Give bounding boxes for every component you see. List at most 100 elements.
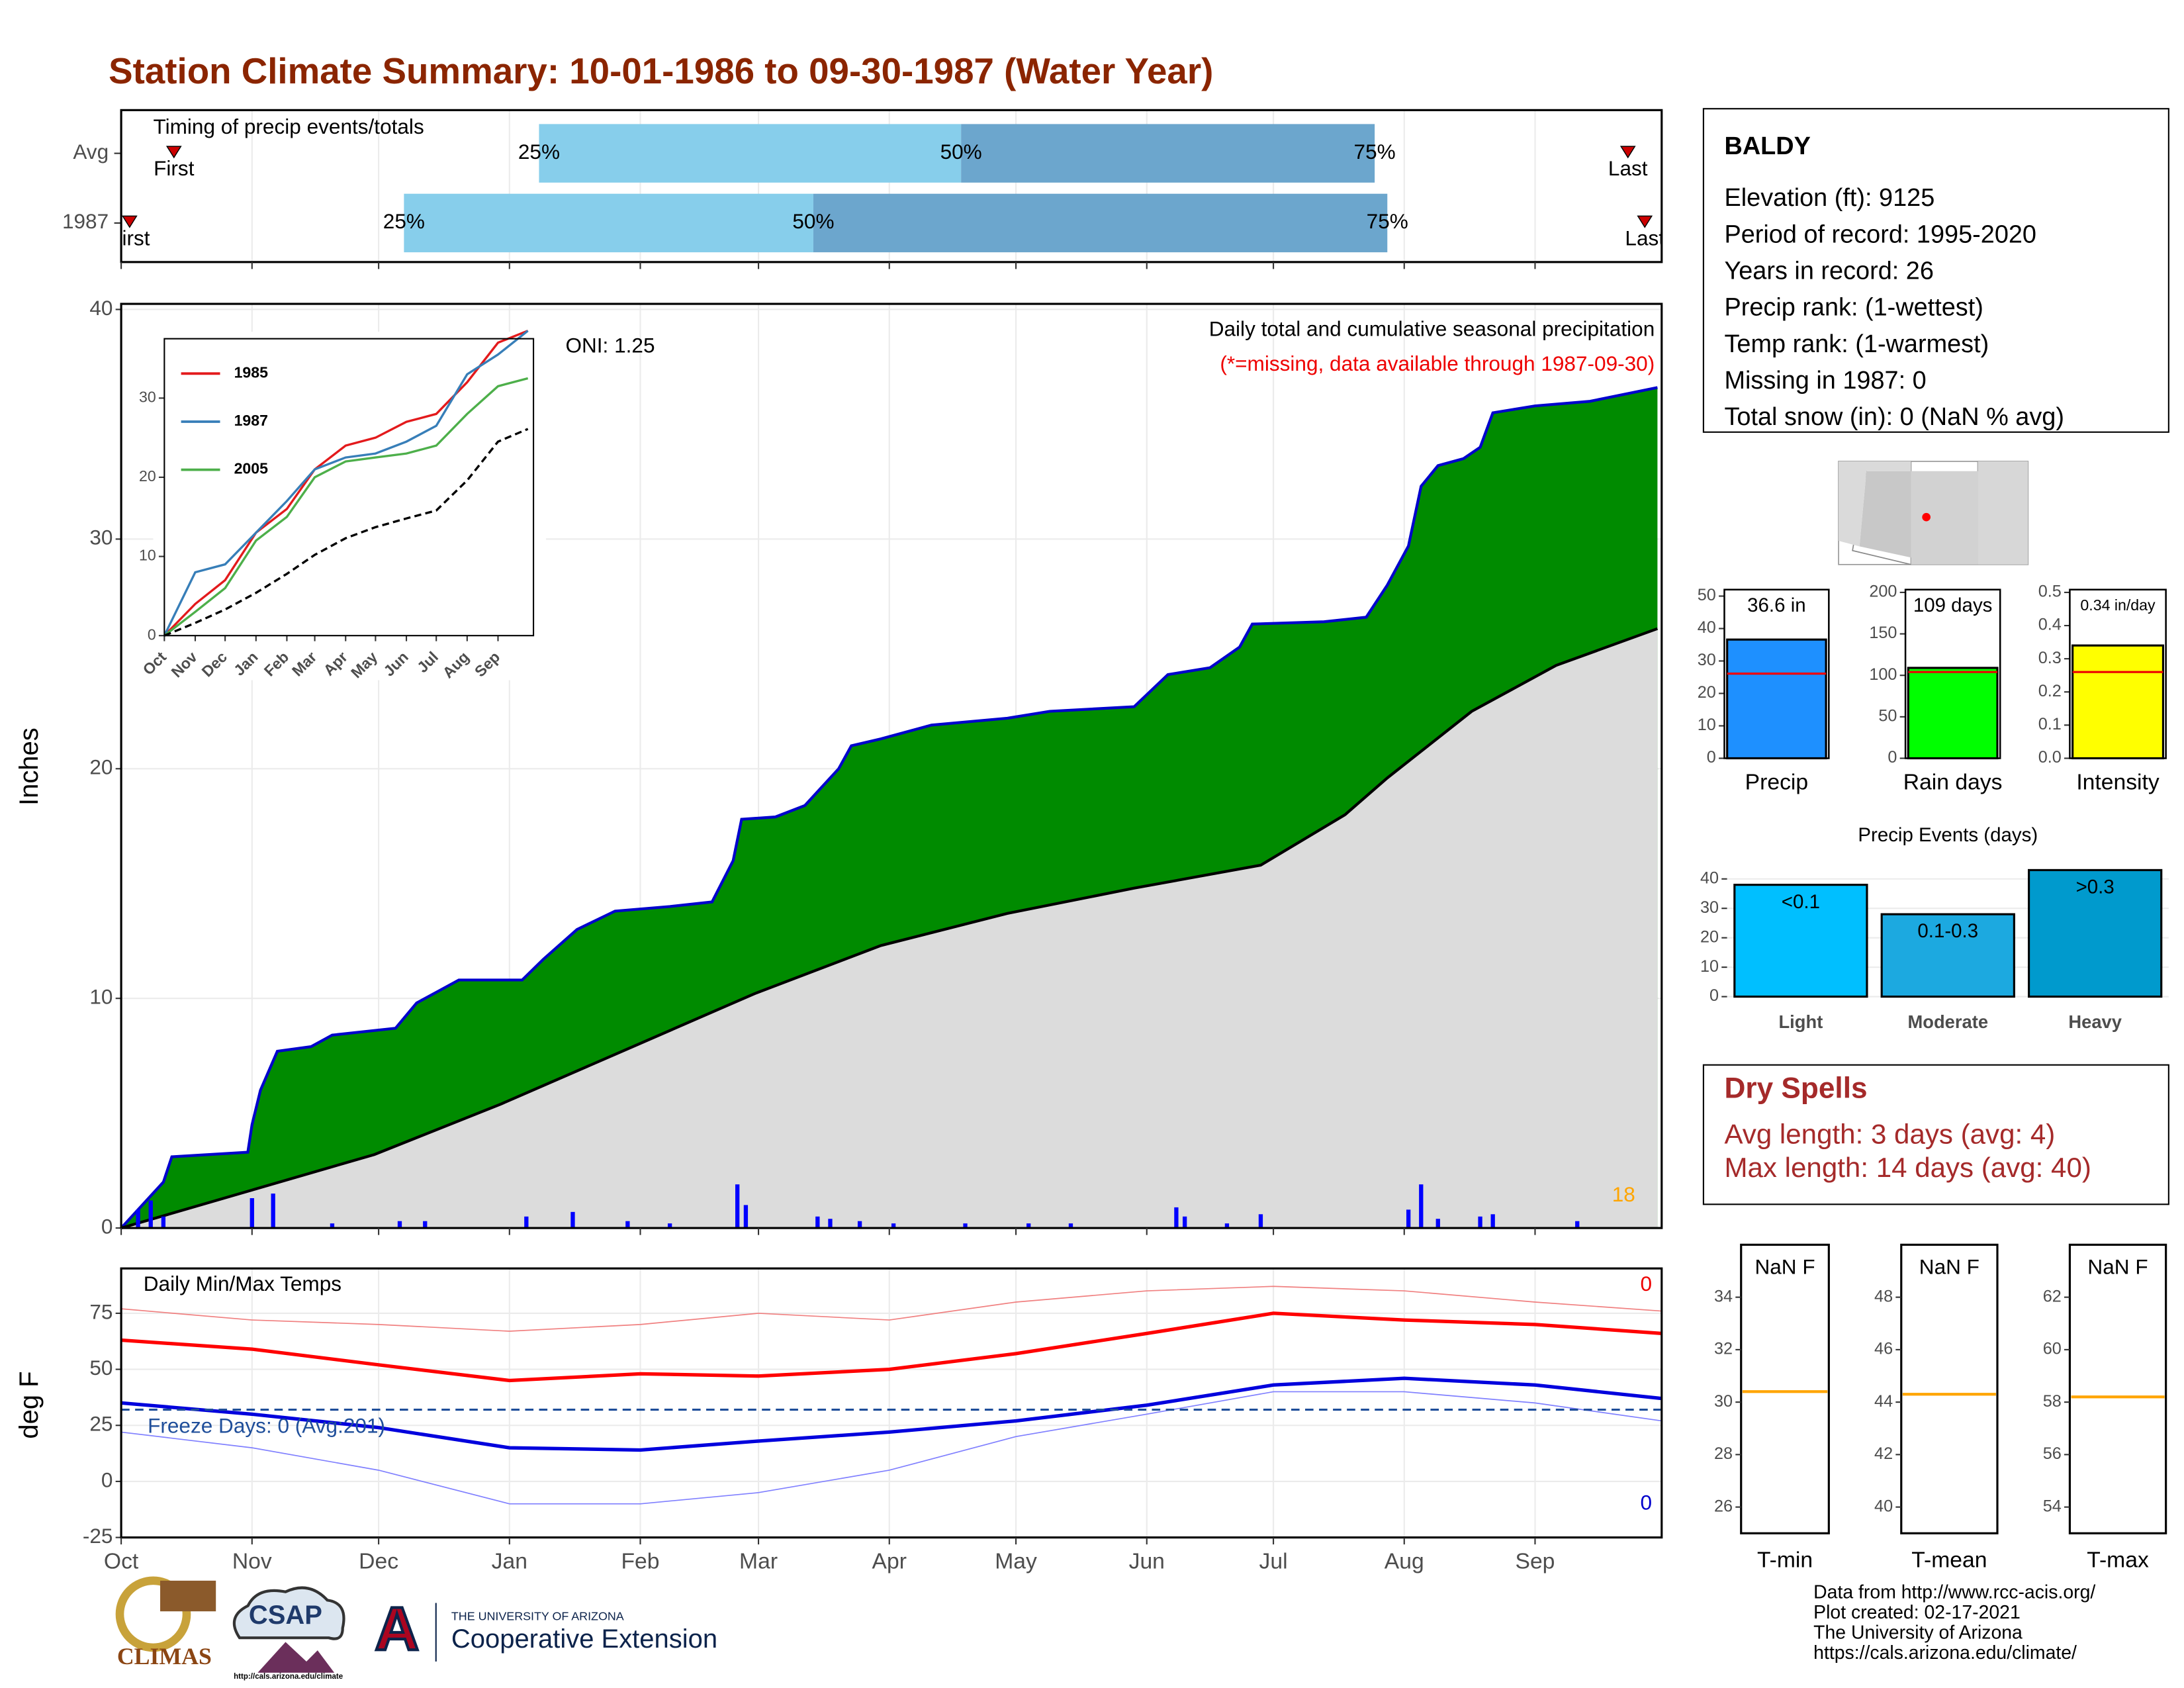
- y-tick-label: 58: [2043, 1392, 2062, 1411]
- daily-bar: [1182, 1216, 1187, 1229]
- csap-cloud: [232, 1586, 345, 1640]
- y-tick-label: 200: [1869, 583, 1897, 601]
- station-info: BALDY Elevation (ft): 9125 Period of recor…: [1702, 108, 2169, 433]
- locator-map: [1838, 461, 2029, 565]
- inset-frame: [163, 338, 535, 637]
- summary-bar-panel: 0 50 100 150 200 109 days Rain days: [1869, 583, 2002, 795]
- y-tick-label: 34: [1714, 1287, 1733, 1305]
- y-tick-label: 40: [1700, 868, 1719, 887]
- daily-bar: [161, 1216, 166, 1229]
- y-tick-label: 44: [1874, 1392, 1893, 1411]
- y-tick-label: 46: [1874, 1340, 1893, 1358]
- y-tick-label: 32: [1714, 1340, 1733, 1358]
- category-label: Rain days: [1903, 770, 2003, 794]
- station-name: BALDY: [1724, 132, 1810, 160]
- x-tick-label: Feb: [621, 1549, 659, 1573]
- daily-bar: [1478, 1216, 1482, 1229]
- value-label: NaN F: [2087, 1255, 2148, 1279]
- y-tick-label: 0.0: [2038, 748, 2062, 767]
- oni-label: ONI: 1.25: [565, 334, 655, 357]
- dry-frame: [1702, 1064, 2169, 1205]
- category-label: T-mean: [1911, 1548, 1987, 1572]
- csap-mountains: [257, 1642, 335, 1673]
- quartile-label: 75%: [1367, 209, 1408, 233]
- timing-rows: 25% 50% 75% First Last 25% 50% 75% First Last: [121, 124, 1664, 253]
- y-tick-label: 56: [2043, 1444, 2062, 1463]
- y-axis-title: Inches: [15, 727, 44, 806]
- panel-title: Timing of precip events/totals: [154, 115, 424, 138]
- legend-label: 1985: [234, 363, 269, 381]
- y-tick-label: 30: [1698, 651, 1716, 669]
- y-tick-label: -25: [83, 1524, 113, 1548]
- x-tick-label: Jan: [492, 1549, 527, 1573]
- event-label: Last: [1625, 226, 1664, 250]
- y-tick-label: 28: [1714, 1444, 1733, 1463]
- event-marker: [1619, 146, 1636, 159]
- y-tick-label: 60: [2043, 1340, 2062, 1358]
- y-tick-label: 48: [1874, 1287, 1893, 1305]
- daily-bar: [815, 1216, 820, 1229]
- x-tick-label: Dec: [359, 1549, 398, 1573]
- y-tick-label: 0: [101, 1468, 113, 1491]
- y-tick-label: 30: [89, 526, 113, 549]
- ua-name: Cooperative Extension: [451, 1624, 717, 1654]
- daily-bar: [743, 1205, 749, 1229]
- quartile-label: 75%: [1354, 140, 1396, 164]
- daily-bar: [1224, 1223, 1230, 1229]
- y-tick-label: 20: [1700, 927, 1719, 946]
- dry-title: Dry Spells: [1724, 1072, 1867, 1104]
- panel-frame: [1904, 588, 2001, 759]
- temp-line: [120, 1391, 1662, 1505]
- panel-frame: [120, 1267, 1663, 1539]
- csap-logo: CSAP: [249, 1601, 322, 1630]
- daily-bar: [828, 1219, 833, 1229]
- temp-panel: -25 0 25 50 75 Daily Min/Max Temps Freeze Days…: [15, 1267, 1663, 1573]
- row-label: 1987: [62, 209, 109, 233]
- daily-bar: [1406, 1209, 1411, 1229]
- info-line: Temp rank: (1-warmest): [1724, 330, 1989, 358]
- y-tick-label: 0.4: [2038, 616, 2062, 634]
- daily-bar: [667, 1223, 672, 1229]
- climas-emblem-top: [160, 1580, 216, 1612]
- info-line: Precip rank: (1-wettest): [1724, 294, 1983, 322]
- panel-title: Precip Events (days): [1858, 824, 2038, 846]
- dry-line: Max length: 14 days (avg: 40): [1724, 1152, 2091, 1183]
- value-label: 0.34 in/day: [2080, 596, 2156, 614]
- y-tick-label: 30: [1700, 898, 1719, 917]
- daily-bar: [148, 1200, 153, 1229]
- bar: [2071, 644, 2165, 760]
- temp-summary-panel: 54 56 58 60 62 NaN F T-max: [2043, 1243, 2167, 1572]
- temp-line: [120, 1376, 1662, 1452]
- quartile-bar: [404, 193, 813, 253]
- event-label: Last: [1608, 156, 1648, 180]
- daily-bar: [330, 1223, 335, 1229]
- x-tick-label: Oct: [104, 1549, 139, 1573]
- y-tick-label: 50: [89, 1356, 113, 1380]
- y-tick-label: 150: [1869, 624, 1897, 642]
- quartile-label: 25%: [383, 209, 425, 233]
- info-frame: [1702, 108, 2169, 433]
- y-tick-label: 30: [139, 388, 156, 405]
- info-line: Period of record: 1995-2020: [1724, 220, 2036, 248]
- y-tick-label: 50: [1878, 707, 1897, 726]
- climas-emblem: [115, 1576, 191, 1652]
- quartile-label: 50%: [792, 209, 834, 233]
- footer-line: Data from http://www.rcc-acis.org/: [1813, 1581, 2095, 1603]
- y-tick-label: 10: [1700, 957, 1719, 976]
- daily-bar: [1068, 1223, 1073, 1229]
- category-label: Precip: [1745, 770, 1808, 794]
- daily-bar: [397, 1221, 402, 1229]
- y-tick-label: 10: [89, 985, 113, 1009]
- footer-line: The University of Arizona: [1813, 1622, 2023, 1643]
- max-count: 0: [1640, 1272, 1652, 1295]
- daily-bar: [857, 1221, 862, 1229]
- temp-summary-panel: 40 42 44 46 48 NaN F T-mean: [1874, 1243, 1999, 1572]
- x-tick-label: Jul: [1259, 1549, 1288, 1573]
- info-line: Years in record: 26: [1724, 257, 1933, 285]
- bar: [2028, 868, 2163, 998]
- page-title: Station Climate Summary: 10-01-1986 to 0…: [109, 50, 1213, 91]
- daily-bar: [136, 1209, 140, 1229]
- x-tick-label: Nov: [232, 1549, 272, 1573]
- series-line: [163, 330, 529, 637]
